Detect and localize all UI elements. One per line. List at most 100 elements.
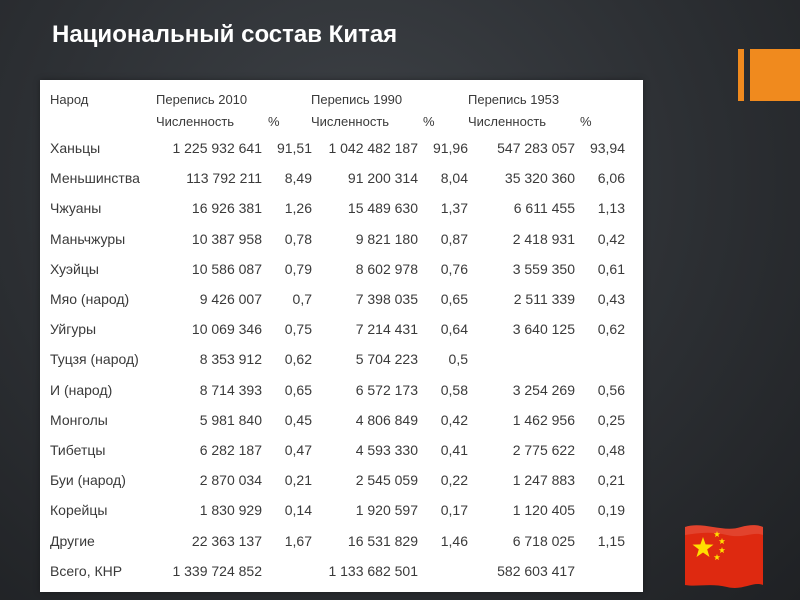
header-people: Народ <box>50 92 89 107</box>
table-cell-percent-1953: 1,13 <box>597 200 625 217</box>
table-cell-percent-2010: 0,75 <box>284 321 312 338</box>
table-cell-name: Туцзя (народ) <box>50 351 139 368</box>
table-cell-percent-2010: 1,26 <box>284 200 312 217</box>
table-cell-name: Корейцы <box>50 502 108 519</box>
table-cell-percent-1953: 0,56 <box>597 381 625 398</box>
ethnic-composition-table: Народ Перепись 2010 Перепись 1990 Перепи… <box>40 80 643 592</box>
table-cell-count-2010: 10 387 958 <box>191 230 262 247</box>
table-cell-percent-2010: 0,7 <box>292 291 312 307</box>
table-cell-count-2010: 16 926 381 <box>191 200 262 217</box>
table-cell-name: Ханьцы <box>50 140 101 156</box>
table-cell-percent-1990: 0,58 <box>440 381 468 398</box>
subheader-count-2010: Численность <box>156 114 235 129</box>
table-cell-count-2010: 2 870 034 <box>199 472 262 489</box>
table-cell-percent-1953: 6,06 <box>597 170 625 187</box>
table-cell-percent-1953: 0,19 <box>597 502 625 519</box>
slide-title: Национальный состав Китая <box>52 21 398 48</box>
table-cell-percent-1953: 0,25 <box>597 411 625 428</box>
table-cell-count-1953: 3 640 125 <box>512 321 575 338</box>
table-cell-count-1990: 8 602 978 <box>355 260 418 277</box>
table-cell-count-1990: 5 704 223 <box>355 351 418 368</box>
table-cell-count-2010: 1 830 929 <box>199 502 262 519</box>
table-cell-count-1990: 1 133 682 501 <box>328 562 418 579</box>
table-cell-percent-1990: 0,42 <box>440 411 468 428</box>
table-cell-count-2010: 113 792 211 <box>186 170 262 187</box>
subheader-count-1953: Численность <box>468 114 547 129</box>
header-census-1953: Перепись 1953 <box>468 92 560 107</box>
table-cell-percent-2010: 0,47 <box>284 442 312 458</box>
table-cell-count-1953: 3 254 269 <box>512 381 575 398</box>
table-cell-count-1953: 2 418 931 <box>512 230 575 247</box>
table-cell-percent-2010: 0,79 <box>284 260 312 277</box>
table-cell-percent-1953: 93,94 <box>589 140 625 156</box>
table-cell-name: Хуэйцы <box>50 260 99 277</box>
subheader-percent-2010: % <box>268 114 280 129</box>
table-cell-name: Уйгуры <box>50 321 97 338</box>
table-cell-percent-2010: 0,78 <box>284 230 312 247</box>
table-cell-count-1953: 6 611 455 <box>513 200 575 217</box>
table-cell-count-1953: 1 247 883 <box>512 472 575 489</box>
table-cell-percent-1990: 1,37 <box>440 200 468 217</box>
header-census-1990: Перепись 1990 <box>311 92 403 107</box>
table-cell-name: Монголы <box>50 411 108 428</box>
header-census-2010: Перепись 2010 <box>156 92 248 107</box>
table-cell-count-2010: 1 339 724 852 <box>172 562 262 579</box>
table-cell-count-1953: 547 283 057 <box>497 140 575 156</box>
orange-bar-thin <box>738 49 744 101</box>
table-cell-count-1990: 91 200 314 <box>347 170 418 187</box>
table-cell-percent-2010: 0,21 <box>284 472 312 489</box>
table-cell-percent-1953: 0,21 <box>597 472 625 489</box>
table-cell-count-1990: 1 042 482 187 <box>328 140 418 156</box>
table-cell-percent-2010: 0,45 <box>284 411 312 428</box>
table-cell-count-1953: 582 603 417 <box>497 562 575 579</box>
table-cell-count-1990: 6 572 173 <box>355 381 418 398</box>
table-cell-percent-1990: 0,5 <box>448 351 468 368</box>
table-cell-count-2010: 8 353 912 <box>199 351 262 368</box>
table-cell-percent-2010: 91,51 <box>276 140 312 156</box>
table-cell-percent-1990: 91,96 <box>432 140 468 156</box>
table-cell-name: Тибетцы <box>50 442 106 458</box>
table-cell-percent-1953: 0,61 <box>597 260 625 277</box>
table-cell-percent-1990: 0,64 <box>440 321 468 338</box>
table-cell-percent-1990: 0,41 <box>440 442 468 458</box>
table-cell-percent-1953: 1,15 <box>597 532 625 549</box>
table-cell-percent-1953: 0,62 <box>597 321 625 338</box>
table-cell-percent-1953: 0,48 <box>597 442 625 458</box>
table-cell-name: Всего, КНР <box>50 562 123 579</box>
table-cell-percent-2010: 0,65 <box>284 381 312 398</box>
table-cell-percent-1990: 0,17 <box>440 502 468 519</box>
china-flag-icon <box>685 525 763 588</box>
table-cell-percent-2010: 1,67 <box>284 532 312 549</box>
table-cell-count-1953: 2 511 339 <box>513 291 575 307</box>
table-cell-count-2010: 8 714 393 <box>199 381 262 398</box>
table-cell-percent-2010: 0,62 <box>284 351 312 368</box>
table-cell-percent-1990: 1,46 <box>440 532 468 549</box>
table-cell-name: Чжуаны <box>50 200 102 217</box>
table-cell-count-1990: 2 545 059 <box>355 472 418 489</box>
table-cell-count-1953: 2 775 622 <box>512 442 575 458</box>
orange-bar-thick <box>750 49 800 101</box>
table-cell-count-1990: 4 806 849 <box>355 411 418 428</box>
table-cell-percent-2010: 8,49 <box>284 170 312 187</box>
table-cell-name: И (народ) <box>50 381 113 398</box>
table-cell-count-1990: 7 398 035 <box>355 291 418 307</box>
table-cell-count-2010: 9 426 007 <box>199 291 262 307</box>
table-cell-count-1953: 1 120 405 <box>512 502 575 519</box>
table-cell-count-2010: 10 586 087 <box>191 260 262 277</box>
table-cell-count-1990: 1 920 597 <box>355 502 418 519</box>
table-cell-count-2010: 10 069 346 <box>191 321 262 338</box>
table-cell-count-2010: 22 363 137 <box>191 532 262 549</box>
table-cell-count-2010: 5 981 840 <box>199 411 262 428</box>
table-cell-count-1953: 3 559 350 <box>512 260 575 277</box>
table-cell-count-2010: 1 225 932 641 <box>172 140 262 156</box>
table-cell-count-1953: 1 462 956 <box>512 411 575 428</box>
table-cell-count-1953: 6 718 025 <box>512 532 575 549</box>
table-cell-percent-1953: 0,42 <box>597 230 625 247</box>
table-cell-count-1990: 7 214 431 <box>355 321 418 338</box>
subheader-count-1990: Численность <box>311 114 390 129</box>
table-cell-count-1990: 16 531 829 <box>347 532 418 549</box>
table-cell-percent-1990: 0,22 <box>440 472 468 489</box>
table-cell-percent-1990: 0,76 <box>440 260 468 277</box>
table-cell-percent-1990: 0,65 <box>440 291 468 307</box>
table-cell-percent-1953: 0,43 <box>597 291 625 307</box>
